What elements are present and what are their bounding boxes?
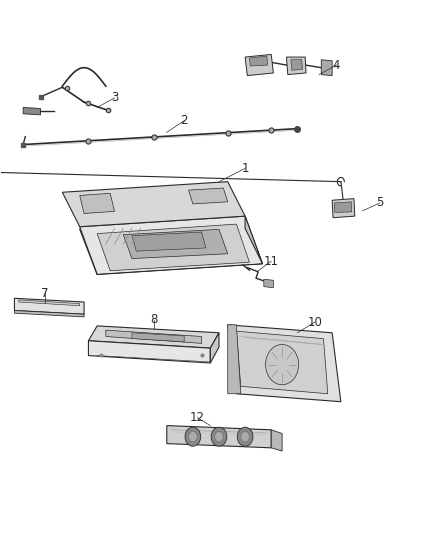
- Polygon shape: [132, 333, 184, 342]
- Polygon shape: [334, 202, 352, 213]
- Polygon shape: [106, 330, 201, 343]
- Polygon shape: [321, 60, 332, 76]
- Text: 5: 5: [376, 196, 384, 209]
- Polygon shape: [250, 56, 268, 66]
- Polygon shape: [62, 182, 245, 227]
- Polygon shape: [19, 300, 80, 306]
- Text: 1: 1: [241, 162, 249, 175]
- Polygon shape: [271, 430, 282, 451]
- Text: 3: 3: [111, 91, 118, 104]
- Text: 2: 2: [180, 114, 188, 127]
- Text: 8: 8: [150, 313, 157, 326]
- Polygon shape: [228, 325, 341, 402]
- Polygon shape: [245, 54, 273, 76]
- Polygon shape: [80, 216, 262, 274]
- Polygon shape: [237, 331, 328, 394]
- Polygon shape: [88, 341, 210, 363]
- Polygon shape: [286, 57, 306, 75]
- Text: 12: 12: [190, 411, 205, 424]
- Circle shape: [185, 427, 201, 446]
- Circle shape: [237, 427, 253, 446]
- Polygon shape: [14, 311, 84, 317]
- Polygon shape: [210, 333, 219, 363]
- Polygon shape: [97, 224, 250, 271]
- Polygon shape: [188, 188, 228, 204]
- Circle shape: [241, 431, 250, 442]
- Polygon shape: [228, 325, 241, 394]
- Text: 11: 11: [264, 255, 279, 268]
- Circle shape: [265, 344, 299, 385]
- Polygon shape: [23, 108, 41, 115]
- Polygon shape: [132, 232, 206, 251]
- Text: 7: 7: [41, 287, 49, 300]
- Text: 10: 10: [307, 316, 322, 329]
- Polygon shape: [332, 199, 355, 217]
- Polygon shape: [80, 193, 115, 214]
- Polygon shape: [14, 298, 84, 314]
- Polygon shape: [123, 229, 228, 259]
- Polygon shape: [264, 279, 273, 288]
- Polygon shape: [245, 216, 262, 264]
- Circle shape: [215, 431, 223, 442]
- Polygon shape: [88, 326, 219, 348]
- Polygon shape: [291, 60, 303, 70]
- Circle shape: [211, 427, 227, 446]
- Polygon shape: [167, 425, 271, 448]
- Circle shape: [188, 431, 197, 442]
- Text: 4: 4: [333, 59, 340, 71]
